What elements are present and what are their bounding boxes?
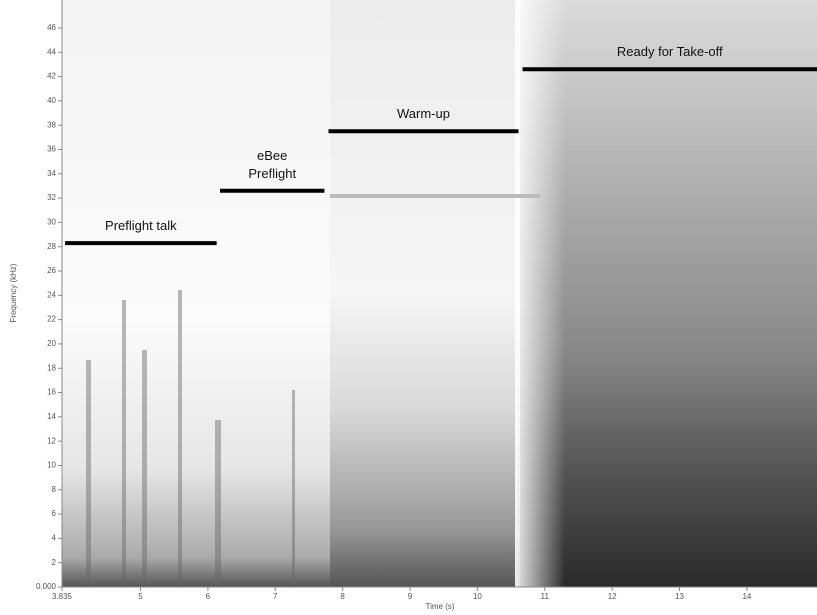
phase-label: Preflight talk — [105, 218, 177, 234]
y-tick-label: 0.000 — [36, 582, 57, 591]
x-tick-label: 13 — [675, 592, 684, 601]
y-tick-label: 12 — [47, 436, 56, 445]
y-tick-label: 44 — [47, 47, 56, 56]
y-tick-label: 22 — [47, 315, 56, 324]
spectrogram-region — [520, 0, 817, 587]
y-tick-label: 18 — [47, 363, 56, 372]
phase-label: Ready for Take-off — [616, 44, 723, 60]
y-tick-label: 4 — [52, 533, 57, 542]
y-tick-label: 34 — [47, 169, 56, 178]
x-tick-label: 6 — [206, 592, 211, 601]
x-tick-label: 7 — [273, 592, 278, 601]
phase-label: Warm-up — [397, 106, 450, 122]
y-tick-label: 16 — [47, 388, 56, 397]
y-tick-label: 38 — [47, 120, 56, 129]
x-tick-label: 10 — [473, 592, 482, 601]
y-tick-label: 14 — [47, 412, 56, 421]
x-tick-label: 5 — [138, 592, 143, 601]
y-tick-label: 36 — [47, 145, 56, 154]
y-tick-label: 6 — [52, 509, 57, 518]
x-tick-label: 9 — [408, 592, 413, 601]
y-tick-label: 26 — [47, 266, 56, 275]
x-tick-label: 3.835 — [52, 592, 73, 601]
y-tick-label: 30 — [47, 218, 56, 227]
phase-label: eBee Preflight — [248, 147, 297, 181]
y-tick-label: 24 — [47, 290, 56, 299]
x-axis-label: Time (s) — [425, 602, 454, 611]
y-tick-label: 32 — [47, 193, 56, 202]
y-axis-label: Frequency (kHz) — [9, 263, 18, 322]
spectrogram-blend — [515, 0, 565, 587]
x-tick-label: 11 — [541, 592, 550, 601]
y-tick-label: 10 — [47, 461, 56, 470]
x-tick-label: 14 — [742, 592, 751, 601]
y-tick-label: 42 — [47, 72, 56, 81]
y-tick-label: 2 — [52, 558, 57, 567]
y-tick-label: 8 — [52, 485, 57, 494]
spectrogram-region — [62, 0, 330, 587]
tone-band — [330, 194, 540, 198]
x-tick-label: 12 — [608, 592, 617, 601]
y-tick-label: 28 — [47, 242, 56, 251]
x-tick-label: 8 — [340, 592, 345, 601]
y-tick-label: 20 — [47, 339, 56, 348]
speech-streaks — [86, 290, 295, 585]
y-tick-label: 40 — [47, 96, 56, 105]
spectrogram-region — [330, 0, 520, 587]
y-tick-label: 46 — [47, 23, 56, 32]
